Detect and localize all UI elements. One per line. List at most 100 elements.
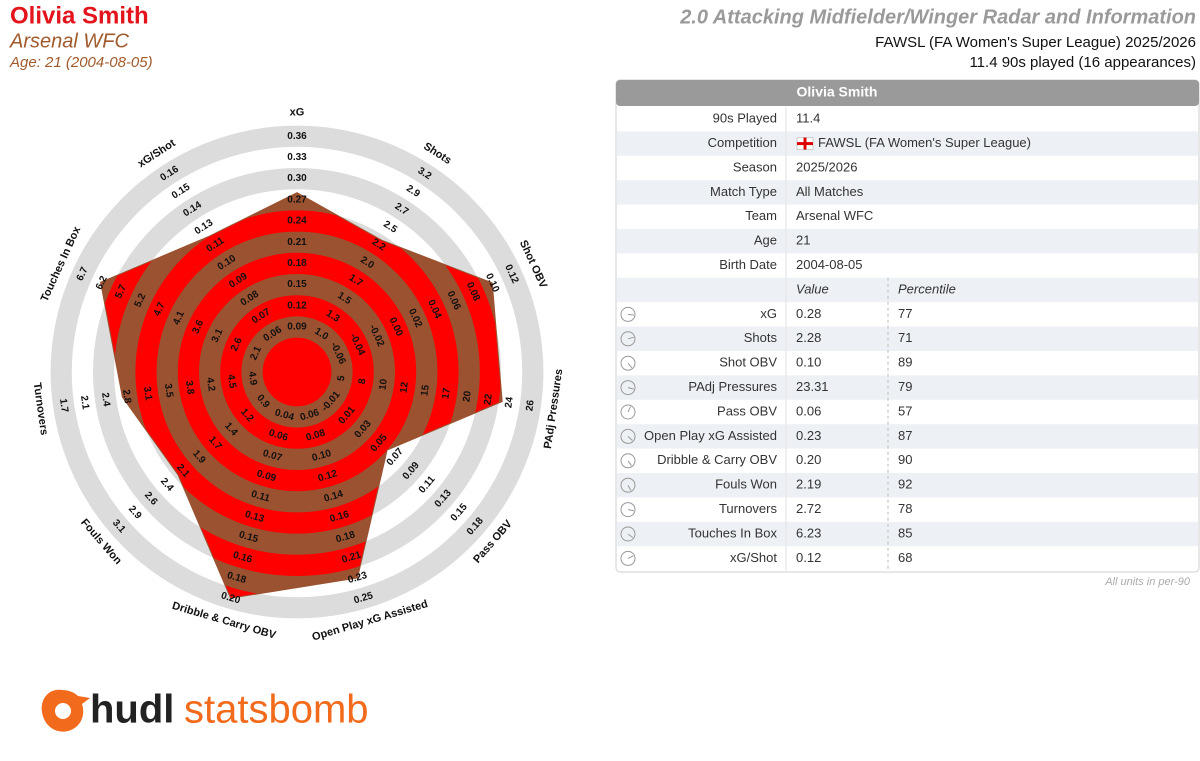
tick-label: 4.5	[225, 374, 238, 390]
metric-percentile: 78	[898, 501, 912, 516]
radar-polygon	[100, 192, 503, 599]
tick-label: 0.09	[287, 322, 307, 333]
table-title: Olivia Smith	[797, 84, 878, 100]
tick-label: 0.18	[226, 570, 248, 586]
tick-label: 4.2	[204, 377, 217, 393]
percentile-dial	[620, 477, 636, 493]
tick-label: 0.15	[287, 279, 307, 290]
info-value: All Matches	[796, 184, 864, 199]
percentile-needle	[627, 313, 635, 316]
percentile-needle	[627, 406, 632, 413]
tick-label: 3.8	[183, 380, 196, 396]
row-band	[617, 521, 1198, 547]
tick-label: 5	[336, 374, 348, 382]
age-line: Age: 21 (2004-08-05)	[9, 54, 153, 71]
tick-label: 0.12	[287, 300, 307, 311]
info-value: Arsenal WFC	[796, 208, 873, 223]
metric-percentile: 87	[898, 428, 912, 443]
tick-label: 0.06	[267, 428, 289, 444]
row-band	[617, 131, 1198, 156]
metric-percentile: 92	[898, 477, 912, 492]
metric-label: Fouls Won	[715, 477, 777, 492]
metric-value: 0.20	[796, 452, 821, 467]
row-band	[617, 180, 1198, 205]
metric-value: 2.72	[796, 501, 821, 516]
axis-name: PAdj Pressures	[542, 368, 565, 449]
info-label: Competition	[708, 135, 777, 150]
info-label: 90s Played	[713, 111, 777, 126]
info-label: Team	[745, 208, 777, 223]
tick-label: 0.16	[329, 509, 351, 525]
tick-label: 0.16	[232, 550, 254, 566]
tick-label: 5.7	[113, 283, 129, 301]
tick-label: 0.04	[273, 407, 295, 423]
tick-label: 24	[503, 396, 516, 409]
tick-label: 3.1	[210, 327, 226, 345]
metric-value: 6.23	[796, 525, 821, 540]
tick-label: 0.33	[287, 152, 307, 163]
percentile-dial	[620, 428, 636, 444]
percentile-needle	[627, 387, 634, 390]
metric-label: xG	[760, 306, 777, 321]
tick-label: 0.11	[250, 489, 272, 505]
metric-value: 0.23	[796, 428, 821, 443]
tick-label: 0.18	[287, 258, 307, 269]
tick-label: 12	[398, 381, 411, 394]
percentile-needle	[627, 509, 634, 512]
metric-label: xG/Shot	[730, 550, 777, 565]
percentile-needle	[627, 362, 633, 369]
metric-percentile: 68	[898, 550, 912, 565]
radar: 0.09 0.12 0.15 0.18 0.21 0.24 0.27 0.30 0.33 0.36…	[31, 107, 566, 644]
row-band	[617, 277, 1198, 303]
percentile-needle	[627, 533, 634, 538]
tick-label: 0.21	[287, 237, 307, 248]
tick-label: 0.25	[353, 590, 375, 606]
tick-label: 0.10	[311, 448, 333, 464]
percentile-dial	[620, 453, 636, 469]
metric-label: Turnovers	[719, 501, 778, 516]
metric-value: 2.19	[796, 477, 821, 492]
percentile-dial	[620, 502, 636, 518]
row-band	[617, 326, 1198, 351]
percentile-dial	[620, 404, 636, 420]
radar-band	[262, 337, 332, 407]
tick-label: 0.06	[299, 407, 321, 423]
percentile-dial	[620, 550, 636, 566]
row-band	[617, 229, 1198, 254]
tick-label: 6.7	[75, 265, 91, 283]
table-rows: 90s Played 11.4 Competition FAWSL (FA Women…	[617, 107, 1198, 571]
metric-value: 0.12	[796, 550, 821, 565]
axis-name: Turnovers	[31, 382, 50, 436]
axis-name: xG	[290, 107, 305, 119]
tick-label: 15	[419, 384, 432, 397]
tick-label: 3.1	[141, 386, 154, 402]
tick-label: 4.7	[152, 300, 168, 318]
metric-percentile: 57	[898, 403, 912, 418]
logo: hudl statsbomb	[41, 688, 369, 732]
percentile-needle	[627, 555, 634, 559]
tick-label: 20	[461, 390, 474, 403]
tick-label: 0.36	[287, 131, 307, 142]
tick-label: 0.23	[347, 570, 369, 586]
percentile-dial	[620, 380, 636, 396]
metric-label: Touches In Box	[688, 525, 777, 540]
metric-percentile: 89	[898, 355, 912, 370]
metric-value: 2.28	[796, 330, 821, 345]
info-value: 2004-08-05	[796, 257, 863, 272]
metric-value: 0.06	[796, 403, 821, 418]
tick-label: 2.8	[120, 389, 133, 405]
percentile-needle	[627, 436, 633, 441]
radar-title: 2.0 Attacking Midfielder/Winger Radar an…	[679, 6, 1196, 28]
info-label: Age	[754, 233, 777, 248]
tick-label: 0.14	[323, 489, 345, 505]
info-value: 2025/2026	[796, 159, 857, 174]
competition-line: FAWSL (FA Women's Super League) 2025/202…	[875, 34, 1196, 51]
percentile-needle	[627, 336, 634, 340]
row-band	[617, 375, 1198, 400]
tick-label: 0.30	[287, 173, 307, 184]
tick-label: 0.24	[287, 216, 307, 227]
metric-percentile: 85	[898, 525, 912, 540]
metric-value: 0.10	[796, 355, 821, 370]
metric-label: Dribble & Carry OBV	[657, 452, 777, 467]
column-header: Value	[796, 281, 829, 296]
